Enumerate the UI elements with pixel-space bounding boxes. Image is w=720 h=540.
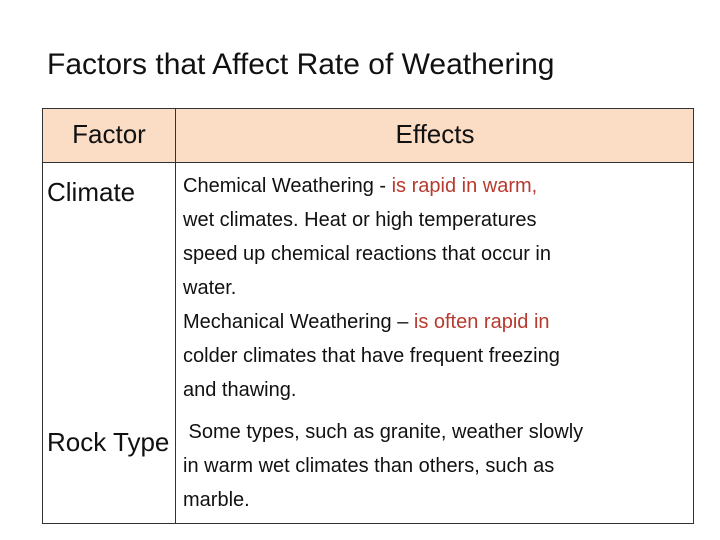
table: Factor Effects Climate Chemical Weatherin… — [42, 108, 694, 524]
text-line: Chemical Weathering - is rapid in warm, — [183, 169, 560, 203]
text-line: Mechanical Weathering – is often rapid i… — [183, 305, 560, 339]
text-line: colder climates that have frequent freez… — [183, 339, 560, 373]
effects-cell: Some types, such as granite, weather slo… — [183, 415, 583, 517]
text-line: Some types, such as granite, weather slo… — [183, 415, 584, 449]
text-line: marble. — [183, 483, 583, 517]
text-segment: water. — [183, 277, 237, 299]
text-segment: is often rapid in — [413, 311, 550, 333]
text-line: in warm wet climates than others, such a… — [183, 449, 583, 483]
text-segment: Some types, such as granite, weather slo… — [183, 421, 584, 443]
text-segment: and thawing. — [183, 379, 297, 401]
text-segment: in warm wet climates than others, such a… — [183, 455, 555, 477]
text-segment: Chemical Weathering - — [183, 175, 392, 197]
text-segment: Mechanical Weathering – — [183, 311, 414, 333]
table-header: Factor Effects — [43, 109, 693, 163]
text-line: and thawing. — [183, 373, 560, 407]
effects-cell: Chemical Weathering - is rapid in warm, w… — [183, 169, 560, 407]
text-segment: is rapid in warm, — [391, 175, 538, 197]
column-divider — [175, 109, 176, 523]
text-line: speed up chemical reactions that occur i… — [183, 237, 560, 271]
header-cell: Factor — [72, 119, 146, 149]
header-cell: Effects — [395, 119, 475, 149]
slide-title: Factors that Affect Rate of Weathering — [47, 48, 555, 81]
text-segment: wet climates. Heat or high temperatures — [183, 209, 537, 231]
factor-cell: Rock Type — [47, 427, 170, 457]
text-line: wet climates. Heat or high temperatures — [183, 203, 560, 237]
text-line: water. — [183, 271, 560, 305]
text-segment: colder climates that have frequent freez… — [183, 345, 560, 367]
factor-cell: Climate — [47, 177, 136, 207]
text-segment: speed up chemical reactions that occur i… — [183, 243, 551, 265]
text-segment: marble. — [183, 489, 250, 511]
